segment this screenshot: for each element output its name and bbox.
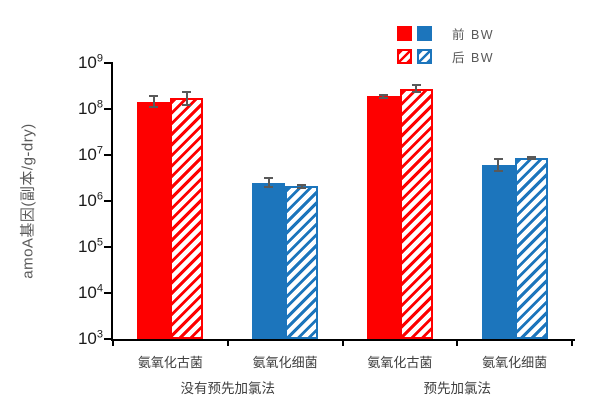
legend-label-before: 前 BW bbox=[452, 27, 495, 42]
error-bar-cap-top bbox=[526, 155, 536, 158]
y-tick-mark bbox=[104, 154, 113, 156]
error-bar-cap-top bbox=[264, 176, 274, 179]
error-bar-line bbox=[497, 159, 500, 171]
error-bar-cap-bottom bbox=[526, 158, 536, 161]
error-bar-line bbox=[530, 156, 533, 160]
x-category-label: 氨氧化古菌 bbox=[367, 355, 433, 370]
legend-swatch-blue-solid-icon bbox=[417, 25, 432, 41]
error-bar-cap-bottom bbox=[264, 186, 274, 189]
error-bar-cap-top bbox=[411, 83, 421, 86]
y-tick-mark bbox=[104, 292, 113, 294]
error-bar-cap-top bbox=[378, 93, 388, 96]
x-group-label: 没有预先加氯法 bbox=[180, 381, 276, 396]
y-tick-label: 105 bbox=[77, 236, 103, 256]
y-tick-label: 109 bbox=[77, 52, 103, 72]
x-category-label: 氨氧化细菌 bbox=[252, 355, 318, 370]
y-tick-mark bbox=[104, 108, 113, 110]
error-bar-cap-bottom bbox=[149, 106, 159, 109]
error-bar-cap-top bbox=[297, 183, 307, 186]
x-group-label: 预先加氯法 bbox=[423, 381, 492, 396]
error-bar-line bbox=[382, 94, 385, 98]
error-bar-cap-top bbox=[149, 95, 159, 98]
y-tick-mark bbox=[104, 338, 113, 340]
bar-blue-hatched bbox=[285, 186, 319, 339]
bar-blue-solid bbox=[481, 165, 515, 339]
legend-swatch-red-hatched-icon bbox=[397, 48, 412, 64]
error-bar-line bbox=[185, 91, 188, 105]
plot-area bbox=[104, 62, 573, 346]
error-bar-cap-bottom bbox=[493, 169, 503, 172]
legend-row-before: 前 BW bbox=[397, 25, 495, 42]
x-category-label: 氨氧化古菌 bbox=[137, 355, 203, 370]
x-tick-mark bbox=[226, 339, 229, 346]
error-bar-cap-bottom bbox=[378, 96, 388, 99]
x-category-label: 氨氧化细菌 bbox=[482, 355, 548, 370]
y-tick-mark bbox=[104, 200, 113, 202]
y-tick-label: 103 bbox=[77, 328, 103, 348]
y-tick-label: 106 bbox=[77, 190, 103, 210]
error-bar-cap-bottom bbox=[297, 186, 307, 189]
bar-red-solid bbox=[137, 102, 171, 339]
error-bar-line bbox=[415, 84, 418, 93]
legend: 前 BW 后 BW bbox=[397, 25, 494, 71]
bar-blue-solid bbox=[252, 182, 286, 339]
x-tick-mark bbox=[112, 339, 114, 346]
y-tick-label: 108 bbox=[77, 98, 103, 118]
error-bar-cap-bottom bbox=[182, 103, 192, 106]
x-tick-mark bbox=[456, 339, 459, 346]
error-bar-cap-top bbox=[182, 90, 192, 93]
y-tick-mark bbox=[104, 246, 113, 248]
bar-red-solid bbox=[366, 96, 400, 339]
error-bar-line bbox=[152, 96, 155, 108]
legend-swatch-blue-hatched-icon bbox=[417, 48, 432, 64]
y-tick-label: 104 bbox=[77, 282, 103, 302]
y-tick-label: 107 bbox=[77, 144, 103, 164]
legend-label-after: 后 BW bbox=[452, 50, 495, 65]
error-bar-line bbox=[300, 184, 303, 188]
x-tick-mark bbox=[341, 339, 344, 346]
legend-swatch-red-solid-icon bbox=[397, 25, 412, 41]
error-bar-line bbox=[267, 177, 270, 188]
bar-blue-hatched bbox=[514, 158, 548, 339]
bar-red-hatched bbox=[399, 89, 433, 339]
legend-row-after: 后 BW bbox=[397, 48, 495, 65]
error-bar-cap-bottom bbox=[411, 91, 421, 94]
x-tick-mark bbox=[571, 339, 573, 346]
bar-red-hatched bbox=[170, 98, 204, 339]
error-bar-cap-top bbox=[493, 158, 503, 161]
y-tick-mark bbox=[104, 62, 113, 64]
